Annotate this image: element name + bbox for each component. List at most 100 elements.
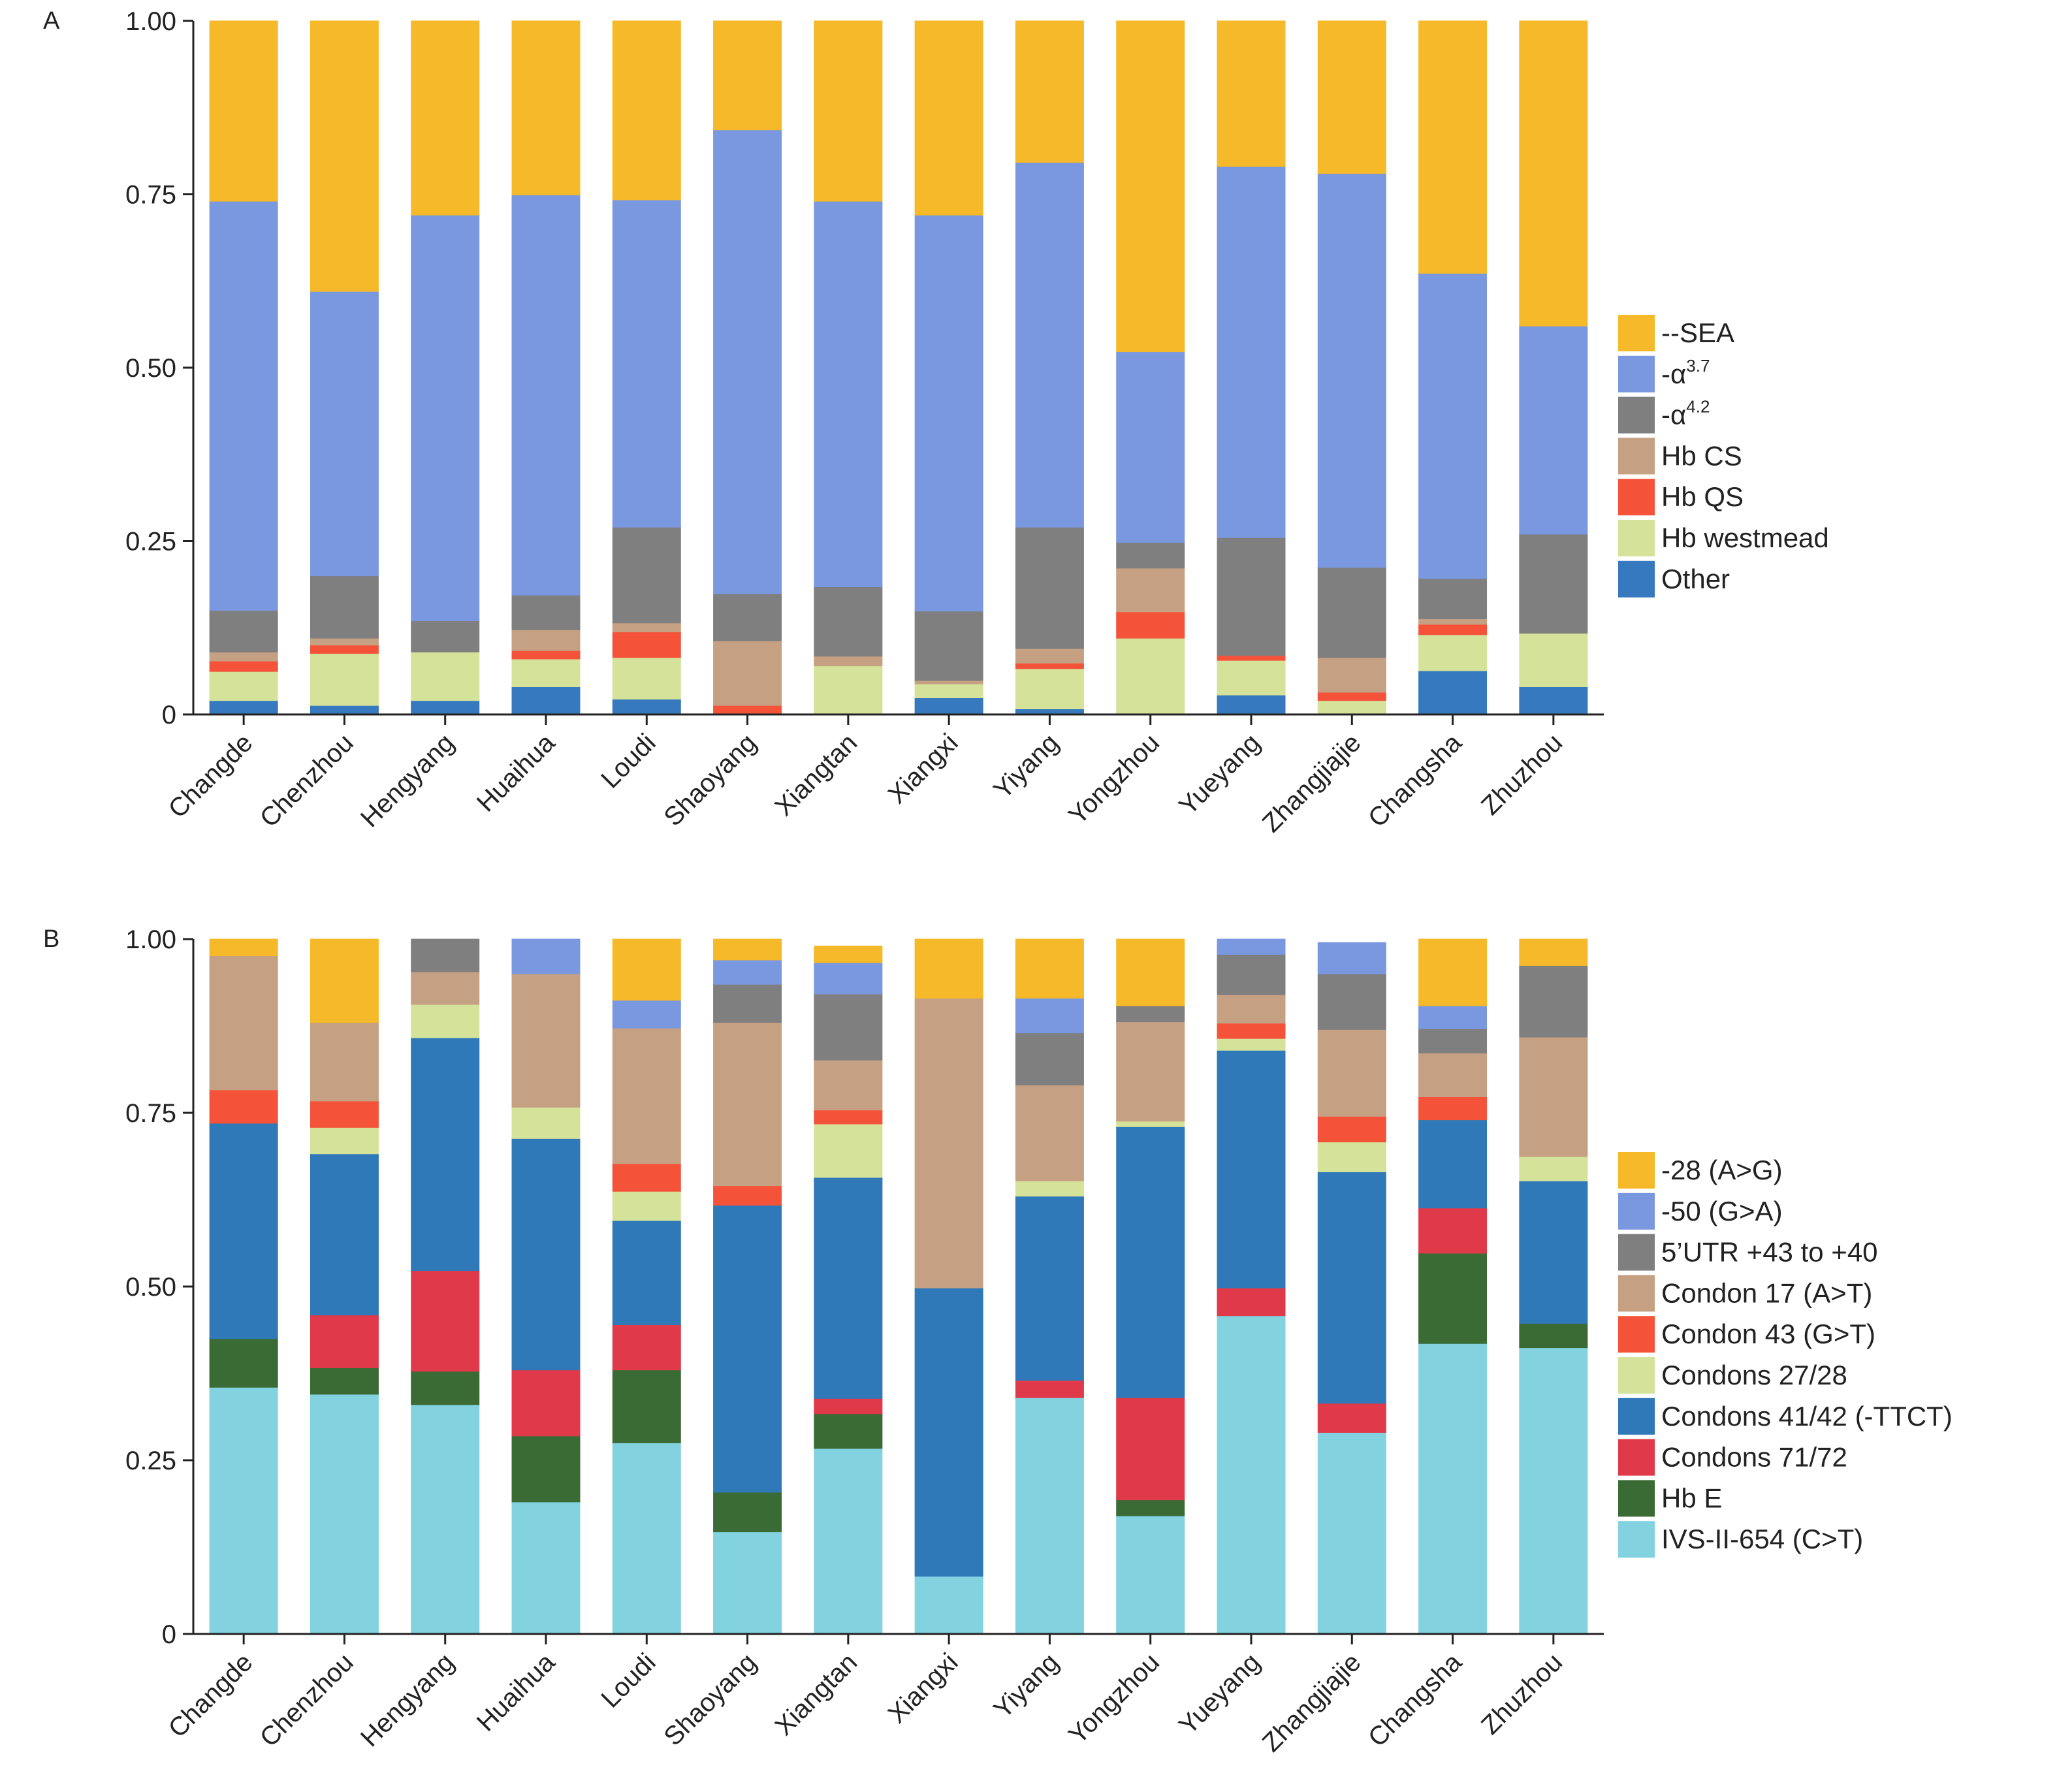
bar-segment-condons-41-42-ttct-yueyang [1217, 1049, 1286, 1288]
bar-segment-sea-changde [209, 20, 278, 202]
x-tick-label-huaihua: Huaihua [471, 1648, 561, 1737]
bar-segment-condons-27-28-yongzhou [1116, 1121, 1185, 1127]
x-tick-label-xiangxi: Xiangxi [883, 1648, 964, 1729]
bar-segment-ivs-ii-654-c-t-changde [209, 1386, 278, 1635]
bar-segment-hb-westmead-yueyang [1217, 660, 1286, 696]
bar-segment-condons-71-72-xiangtan [814, 1398, 883, 1415]
legend-label-ivs-ii-654-c-t: IVS-II-654 (C>T) [1661, 1524, 1863, 1554]
bar-segment-condon-17-a-t-xiangtan [814, 1059, 883, 1111]
bar-segment-ivs-ii-654-c-t-changsha [1418, 1343, 1488, 1635]
legend-swatch-28-a-g [1618, 1152, 1655, 1189]
bar-segment-hb-westmead-zhuzhou [1519, 633, 1588, 688]
bar-segment-condons-41-42-ttct-chenzhou [310, 1153, 379, 1316]
legend-label-condons-27-28: Condons 27/28 [1661, 1360, 1847, 1390]
bar-segment-hb-westmead-hengyang [411, 651, 480, 701]
bar-segment-hb-westmead-yiyang [1015, 668, 1084, 710]
bar-segment-4-2-yongzhou [1116, 542, 1185, 569]
bar-segment-condons-71-72-yongzhou [1116, 1397, 1185, 1501]
bar-segment-4-2-yiyang [1015, 526, 1084, 649]
bar-segment-hb-westmead-changsha [1418, 634, 1488, 671]
bar-segment-hb-westmead-zhangjiajie [1317, 700, 1386, 715]
x-tick-label-yongzhou: Yongzhou [1063, 728, 1165, 830]
bar-segment-condons-41-42-ttct-hengyang [411, 1037, 480, 1272]
bar-segment-sea-yueyang [1217, 20, 1286, 167]
x-tick-label-yongzhou: Yongzhou [1063, 1648, 1165, 1750]
bar-segment-condons-27-28-zhangjiajie [1317, 1142, 1386, 1172]
x-tick-label-xiangtan: Xiangtan [769, 728, 863, 822]
bar-segment-condons-41-42-ttct-shaoyang [713, 1205, 782, 1493]
legend: --SEA -α3.7 -α4.2 Hb CS Hb QS Hb westmead Othe… [1618, 315, 1829, 598]
bar-segment-3-7-yiyang [1015, 162, 1084, 528]
bar-segment-28-a-g-xiangtan [814, 946, 883, 963]
bar-segment-condons-41-42-ttct-xiangtan [814, 1177, 883, 1399]
bar-segment-3-7-loudi [612, 199, 681, 528]
bar-segment-50-g-a-loudi [612, 1000, 681, 1029]
y-tick-label: 1.00 [125, 7, 176, 36]
bar-segment-4-2-yueyang [1217, 537, 1286, 656]
bar-segment-3-7-shaoyang [713, 129, 782, 594]
bar-segment-hb-westmead-chenzhou [310, 653, 379, 706]
x-tick-label-changde: Changde [163, 1648, 259, 1743]
bar-segment-4-2-xiangtan [814, 586, 883, 657]
legend-swatch-hb-qs [1618, 479, 1655, 516]
y-tick-label: 0.75 [125, 1099, 176, 1128]
x-tick-label-huaihua: Huaihua [471, 728, 561, 818]
y-tick-label: 0.50 [125, 1273, 176, 1302]
bar-segment-5-utr-43-to-40-hengyang [411, 938, 480, 972]
x-tick-label-loudi: Loudi [596, 1648, 661, 1713]
bar-segment-3-7-chenzhou [310, 291, 379, 577]
bar-segment-hb-e-hengyang [411, 1371, 480, 1405]
bar-segment-5-utr-43-to-40-shaoyang [713, 984, 782, 1023]
bar-segment-condons-27-28-loudi [612, 1191, 681, 1221]
panel-label: A [43, 7, 60, 35]
bar-segment-ivs-ii-654-c-t-zhangjiajie [1317, 1432, 1386, 1635]
legend-swatch-other [1618, 560, 1655, 598]
bar-segment-hb-e-shaoyang [713, 1492, 782, 1533]
bar-segment-50-g-a-shaoyang [713, 959, 782, 985]
bar-segment-ivs-ii-654-c-t-xiangxi [914, 1576, 983, 1635]
bar-segment-condon-17-a-t-changsha [1418, 1052, 1488, 1098]
legend-swatch-3-7 [1618, 355, 1655, 392]
bar-segment-28-a-g-shaoyang [713, 938, 782, 961]
x-tick-label-changsha: Changsha [1363, 728, 1468, 833]
bar-segment-other-changde [209, 700, 278, 715]
bar-segment-condons-27-28-yueyang [1217, 1038, 1286, 1051]
bar-segment-hb-qs-shaoyang [713, 705, 782, 715]
x-tick-label-shaoyang: Shaoyang [658, 728, 762, 832]
bar-segment-ivs-ii-654-c-t-xiangtan [814, 1448, 883, 1635]
bar-segment-ivs-ii-654-c-t-yiyang [1015, 1397, 1084, 1635]
bar-segment-3-7-xiangtan [814, 200, 883, 588]
bar-segment-ivs-ii-654-c-t-chenzhou [310, 1394, 379, 1635]
bar-segment-hb-cs-chenzhou [310, 637, 379, 646]
bar-segment-hb-cs-yiyang [1015, 648, 1084, 664]
legend-label-28-a-g: -28 (A>G) [1661, 1155, 1783, 1185]
bar-segment-28-a-g-loudi [612, 938, 681, 1001]
bar-segment-condons-27-28-xiangtan [814, 1123, 883, 1178]
bar-segment-28-a-g-zhuzhou [1519, 938, 1588, 966]
bar-segment-other-xiangxi [914, 697, 983, 715]
bar-segment-sea-zhangjiajie [1317, 20, 1386, 174]
legend-label-3-7: -α3.7 [1661, 356, 1710, 389]
bar-segment-sea-hengyang [411, 20, 480, 216]
bar-segment-3-7-changsha [1418, 273, 1488, 579]
bar-segment-hb-westmead-xiangtan [814, 665, 883, 715]
bar-segment-condon-43-g-t-loudi [612, 1163, 681, 1192]
bar-segment-sea-xiangxi [914, 20, 983, 216]
bar-segment-condon-43-g-t-xiangtan [814, 1110, 883, 1125]
legend-swatch-sea [1618, 315, 1655, 351]
bar-segment-condons-71-72-zhangjiajie [1317, 1403, 1386, 1433]
bar-segment-hb-qs-huaihua [511, 650, 581, 660]
bar-segment-hb-e-yongzhou [1116, 1499, 1185, 1516]
bar-segment-ivs-ii-654-c-t-hengyang [411, 1404, 480, 1635]
bar-segment-condon-43-g-t-changsha [1418, 1096, 1488, 1121]
x-tick-label-yueyang: Yueyang [1173, 728, 1266, 820]
bar-segment-hb-e-chenzhou [310, 1367, 379, 1395]
bar-segment-28-a-g-changsha [1418, 938, 1488, 1006]
legend-label-5-utr-43-to-40: 5’UTR +43 to +40 [1661, 1237, 1878, 1268]
bar-segment-condon-17-a-t-changde [209, 955, 278, 1091]
bar-segment-condons-41-42-ttct-yongzhou [1116, 1126, 1185, 1398]
legend-label-4-2: -α4.2 [1661, 397, 1710, 430]
bar-segment-condon-17-a-t-chenzhou [310, 1022, 379, 1102]
bar-segment-hb-qs-changsha [1418, 624, 1488, 635]
x-tick-label-chenzhou: Chenzhou [255, 728, 359, 833]
